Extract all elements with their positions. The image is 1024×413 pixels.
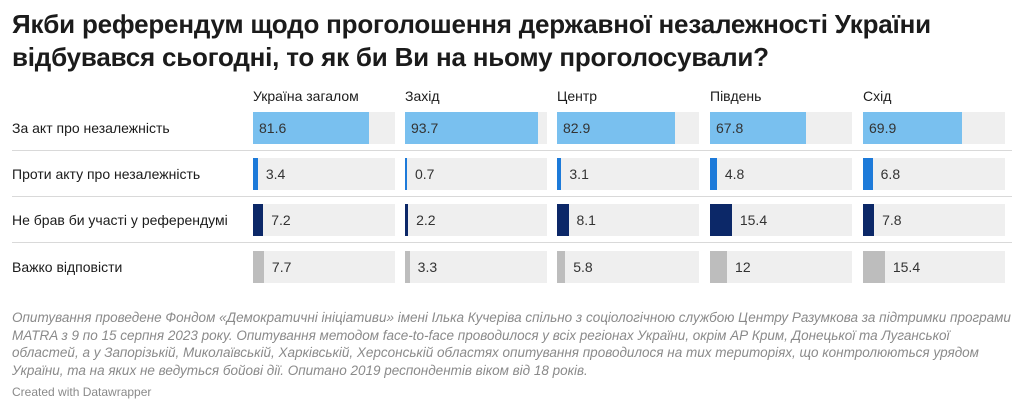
source-note: Опитування проведене Фондом «Демократичн…	[12, 310, 1011, 378]
column-header: Захід	[405, 88, 440, 104]
column-header: Південь	[710, 88, 762, 104]
bar	[253, 158, 258, 190]
bar	[405, 204, 409, 236]
data-label: 15.4	[892, 259, 921, 275]
bar	[405, 251, 410, 283]
row-label: Важко відповісти	[12, 259, 123, 275]
data-label: 8.1	[576, 212, 596, 228]
row-divider	[12, 150, 1012, 151]
data-label: 15.4	[739, 212, 768, 228]
bar-track: 2.2	[405, 204, 547, 236]
data-label: 3.4	[265, 166, 286, 182]
column-header: Центр	[557, 88, 598, 104]
data-label: 69.9	[869, 120, 897, 136]
bar	[710, 112, 807, 144]
bar-track: 81.6	[253, 112, 395, 144]
row-divider	[12, 242, 1012, 243]
chart-title: Якби референдум щодо проголошення держав…	[12, 9, 931, 72]
row-label: Не брав би участі у референдумі	[12, 212, 228, 228]
bar-track: 12	[710, 251, 852, 283]
bar	[863, 204, 875, 236]
bar-track: 3.4	[253, 158, 395, 190]
row-divider	[12, 196, 1012, 197]
data-label: 12	[735, 259, 751, 275]
bar	[863, 158, 873, 190]
row-label: За акт про незалежність	[12, 120, 170, 136]
bar	[863, 112, 963, 144]
bar	[557, 112, 675, 144]
bar-track: 6.8	[863, 158, 1005, 190]
bar	[557, 158, 562, 190]
bar	[710, 204, 732, 236]
data-label: 7.2	[271, 212, 291, 228]
bar	[710, 158, 717, 190]
bar-track: 0.7	[405, 158, 547, 190]
bar-track: 67.8	[710, 112, 852, 144]
bar	[405, 112, 539, 144]
bar-track: 7.7	[253, 251, 395, 283]
credit-link[interactable]: Created with Datawrapper	[12, 385, 152, 399]
bar-track: 69.9	[863, 112, 1005, 144]
bar	[405, 158, 407, 190]
data-label: 81.6	[259, 120, 287, 136]
bar	[710, 251, 728, 283]
bar-track: 7.2	[253, 204, 395, 236]
bar	[253, 251, 264, 283]
bar-track: 3.3	[405, 251, 547, 283]
bar	[253, 204, 264, 236]
data-label: 5.8	[573, 259, 593, 275]
data-label: 2.2	[416, 212, 436, 228]
data-label: 67.8	[716, 120, 744, 136]
data-label: 4.8	[724, 166, 745, 182]
bar-track: 8.1	[557, 204, 699, 236]
data-label: 82.9	[563, 120, 591, 136]
bar	[557, 251, 566, 283]
bar-track: 3.1	[557, 158, 699, 190]
data-label: 7.8	[882, 212, 902, 228]
row-label: Проти акту про незалежність	[12, 166, 201, 182]
bar-track: 4.8	[710, 158, 852, 190]
bar	[863, 251, 885, 283]
bar	[253, 112, 369, 144]
bar-track: 93.7	[405, 112, 547, 144]
column-header: Україна загалом	[253, 88, 359, 104]
column-header: Схід	[863, 88, 892, 104]
bar-track: 82.9	[557, 112, 699, 144]
data-label: 0.7	[415, 166, 435, 182]
data-label: 3.3	[417, 259, 438, 275]
bar-track: 15.4	[863, 251, 1005, 283]
data-label: 93.7	[411, 120, 439, 136]
bar-track: 15.4	[710, 204, 852, 236]
data-label: 3.1	[569, 166, 589, 182]
bar-track: 5.8	[557, 251, 699, 283]
data-label: 6.8	[880, 166, 901, 182]
bar	[557, 204, 569, 236]
bar-track: 7.8	[863, 204, 1005, 236]
data-label: 7.7	[271, 259, 292, 275]
